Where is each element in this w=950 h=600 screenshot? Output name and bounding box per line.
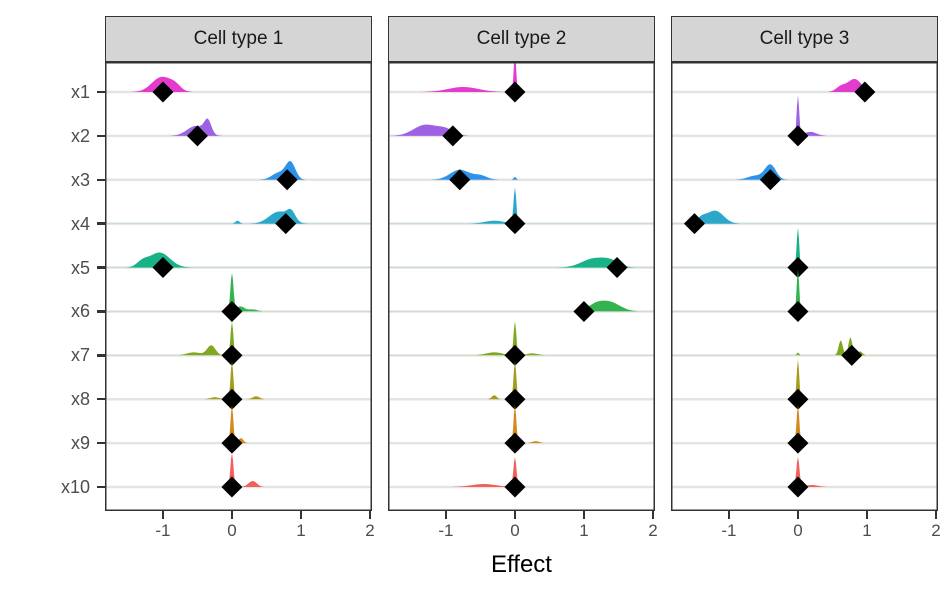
y-tick-x2 — [97, 134, 105, 138]
y-axis-label-x5: x5 — [70, 257, 90, 278]
x-tick-p2-1 — [582, 511, 586, 519]
y-axis-label-x4: x4 — [70, 213, 90, 234]
diamond-marker-x8 — [221, 388, 243, 410]
facet-label: Cell type 1 — [193, 28, 284, 49]
y-axis-label-x1: x1 — [70, 82, 90, 102]
diamond-marker-x1 — [152, 81, 174, 103]
x-tick-p3-0 — [796, 511, 800, 519]
y-tick-x8 — [97, 398, 105, 401]
x-tick-p2--1 — [444, 511, 448, 519]
y-tick-x7 — [97, 354, 105, 357]
diamond-marker-x5 — [787, 257, 809, 279]
y-tick-x6 — [97, 310, 105, 313]
facet-panel-2 — [388, 62, 655, 511]
diamond-marker-x2 — [186, 125, 208, 147]
facet-header-cell-type-1: Cell type 1 — [105, 16, 372, 62]
y-axis-label-x7: x7 — [70, 345, 90, 366]
x-tick-label-p2--1: -1 — [438, 521, 454, 540]
diamond-marker-x7 — [504, 344, 526, 366]
x-tick-label-p3-1: 1 — [862, 521, 872, 540]
y-axis-label-x2: x2 — [70, 125, 90, 146]
density-x5 — [105, 252, 372, 268]
x-tick-p3-1 — [865, 511, 869, 519]
x-tick-p1--1 — [161, 511, 165, 519]
diamond-marker-x2 — [442, 125, 464, 147]
x-tick-p3--1 — [727, 511, 731, 519]
diamond-marker-x10 — [787, 476, 809, 498]
y-axis-label-x6: x6 — [70, 301, 90, 322]
facet-header-cell-type-2: Cell type 2 — [388, 16, 655, 62]
x-tick-label-p2-2: 2 — [648, 521, 658, 540]
density-x1 — [105, 76, 372, 92]
panel-border — [671, 62, 938, 511]
facet-label: Cell type 2 — [476, 28, 567, 49]
x-tick-label-p1-1: 1 — [296, 521, 306, 540]
diamond-marker-x1 — [504, 81, 526, 103]
facet-label: Cell type 3 — [759, 28, 850, 49]
diamond-marker-x5 — [606, 257, 628, 279]
diamond-marker-x3 — [759, 169, 781, 191]
diamond-marker-x3 — [276, 169, 298, 191]
diamond-marker-x7 — [841, 344, 863, 366]
x-axis-title: Effect — [491, 551, 552, 578]
y-axis-label-x10: x10 — [60, 477, 90, 497]
x-tick-label-p2-1: 1 — [579, 521, 589, 540]
y-tick-x10 — [97, 485, 105, 489]
diamond-marker-x8 — [787, 388, 809, 410]
diamond-marker-x6 — [573, 300, 595, 322]
diamond-marker-x9 — [221, 432, 243, 454]
facet-panel-3 — [671, 62, 938, 511]
diamond-marker-x10 — [221, 476, 243, 498]
diamond-marker-x1 — [854, 81, 876, 103]
x-tick-p2-2 — [651, 511, 655, 519]
x-tick-label-p1-0: 0 — [227, 521, 237, 540]
diamond-marker-x4 — [504, 213, 526, 235]
x-tick-p2-0 — [513, 511, 517, 519]
x-tick-label-p3-2: 2 — [931, 521, 941, 540]
y-tick-x9 — [97, 441, 105, 445]
x-tick-label-p1--1: -1 — [155, 521, 171, 540]
x-tick-p3-2 — [934, 511, 938, 519]
diamond-marker-x4 — [275, 213, 297, 235]
y-axis-label-x3: x3 — [70, 169, 90, 190]
panel-border — [105, 62, 372, 511]
density-x5 — [388, 257, 655, 268]
y-tick-x5 — [97, 266, 105, 269]
facet-panel-1 — [105, 62, 372, 511]
diamond-marker-x4 — [683, 213, 705, 235]
y-tick-x1 — [97, 90, 105, 94]
diamond-marker-x5 — [152, 257, 174, 279]
diamond-marker-x8 — [504, 388, 526, 410]
diamond-marker-x9 — [787, 432, 809, 454]
diamond-marker-x7 — [221, 344, 243, 366]
diamond-marker-x9 — [504, 432, 526, 454]
x-tick-label-p3--1: -1 — [721, 521, 737, 540]
x-tick-p1-1 — [299, 511, 303, 519]
diamond-marker-x3 — [449, 169, 471, 191]
panel-border — [388, 62, 655, 511]
y-tick-x4 — [97, 222, 105, 225]
y-axis-label-x9: x9 — [70, 433, 90, 454]
diamond-marker-x10 — [504, 476, 526, 498]
y-tick-x3 — [97, 178, 105, 181]
x-tick-label-p2-0: 0 — [510, 521, 520, 540]
diamond-marker-x2 — [787, 125, 809, 147]
facet-header-cell-type-3: Cell type 3 — [671, 16, 938, 62]
x-tick-p1-0 — [230, 511, 234, 519]
diamond-marker-x6 — [787, 300, 809, 322]
x-tick-label-p3-0: 0 — [793, 521, 803, 540]
diamond-marker-x6 — [221, 300, 243, 322]
x-tick-label-p1-2: 2 — [365, 521, 375, 540]
y-axis-label-x8: x8 — [70, 389, 90, 410]
x-tick-p1-2 — [368, 511, 372, 519]
